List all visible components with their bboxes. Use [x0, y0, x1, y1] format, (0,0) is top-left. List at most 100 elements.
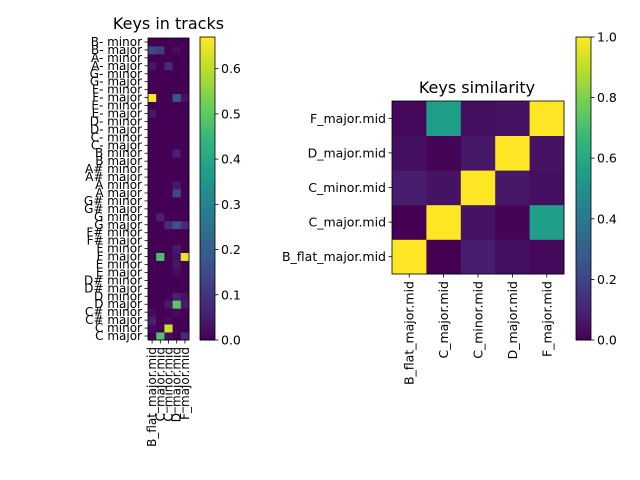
colorbar-segment: [576, 198, 591, 202]
colorbar-segment: [576, 163, 591, 167]
x-tick-label: C_major.mid: [153, 347, 167, 421]
colorbar-segment: [200, 37, 215, 41]
colorbar-segment: [200, 59, 215, 63]
colorbar-segment: [576, 297, 591, 301]
heatmap-cell: [172, 220, 182, 230]
colorbar-segment: [200, 178, 215, 182]
colorbar-tick-label: 0.4: [221, 152, 241, 167]
y-tick-label: C# major: [85, 313, 142, 327]
heatmap-cell: [164, 149, 173, 158]
y-tick-label: B_flat_major.mid: [282, 249, 386, 264]
colorbar-segment: [576, 173, 591, 177]
colorbar-segment: [576, 59, 591, 63]
colorbar-frame: [575, 36, 592, 341]
colorbar-segment: [200, 211, 215, 215]
colorbar-segment: [200, 95, 215, 99]
heatmap-cell: [172, 292, 182, 301]
colorbar-segment: [576, 148, 591, 152]
colorbar-segment: [576, 206, 591, 210]
colorbar-segment: [576, 286, 591, 290]
colorbar-segment: [576, 92, 591, 96]
colorbar-segment: [576, 145, 591, 149]
colorbar-segment: [576, 155, 591, 159]
y-tick-label: C_minor.mid: [308, 180, 386, 195]
heatmap-cell: [156, 189, 165, 198]
heatmap-cell: [148, 292, 157, 301]
heatmap-cell: [172, 38, 182, 47]
colorbar-segment: [200, 297, 215, 301]
colorbar-segment: [576, 251, 591, 255]
y-tick-label: G# major: [84, 202, 142, 216]
colorbar-segment: [576, 49, 591, 53]
colorbar-segment: [200, 337, 215, 341]
heatmap-cell: [148, 332, 157, 341]
heatmap-cell: [172, 45, 182, 55]
heatmap-cell: [495, 204, 530, 240]
colorbar-segment: [200, 302, 215, 306]
heatmap-cell: [392, 101, 427, 136]
colorbar-segment: [200, 107, 215, 111]
colorbar-tick-label: 0.3: [221, 197, 241, 212]
heatmap-cell: [148, 284, 157, 293]
colorbar-segment: [576, 117, 591, 121]
heatmap-cell: [180, 38, 190, 47]
heatmap-cell: [180, 85, 190, 95]
colorbar-segment: [200, 110, 215, 114]
colorbar-segment: [576, 160, 591, 164]
colorbar-segment: [576, 100, 591, 104]
heatmap-cell: [148, 38, 157, 47]
heatmap-cell: [164, 196, 173, 206]
heatmap-cell: [156, 133, 165, 142]
colorbar-segment: [200, 49, 215, 53]
heatmap-cell: [172, 332, 182, 341]
heatmap-cell: [148, 85, 157, 95]
heatmap-cell: [148, 204, 157, 214]
colorbar-segment: [576, 284, 591, 288]
heatmap-cell: [164, 181, 173, 190]
heatmap-cell: [164, 53, 173, 63]
heatmap-cell: [164, 284, 173, 293]
heatmap-cell: [495, 101, 530, 136]
colorbar-segment: [200, 127, 215, 131]
heatmap-cell: [172, 204, 182, 214]
heatmap-cell: [156, 244, 165, 253]
heatmap-cell: [164, 300, 173, 309]
colorbar-segment: [576, 178, 591, 182]
colorbar-segment: [576, 292, 591, 296]
heatmap-cell: [172, 85, 182, 95]
heatmap-cell: [156, 141, 165, 150]
heatmap-cell: [148, 276, 157, 285]
keys-similarity-chart: Keys similarity B_flat_major.mid C_major.…: [282, 78, 565, 385]
heatmap-cell: [148, 324, 157, 333]
heatmap-cell: [172, 69, 182, 79]
colorbar-segment: [576, 69, 591, 73]
heatmap-cell: [164, 228, 173, 238]
heatmap-cell: [172, 324, 182, 333]
heatmap-cell: [164, 45, 173, 55]
y-tick-label: E- minor: [91, 99, 142, 113]
y-tick-label: B minor: [95, 146, 142, 160]
heatmap-cell: [172, 157, 182, 166]
heatmap-cell: [148, 260, 157, 269]
y-tick-label: F# minor: [86, 226, 142, 240]
heatmap-cell: [164, 332, 173, 341]
colorbar-segment: [200, 332, 215, 336]
colorbar-tick-label: 0.8: [597, 90, 617, 105]
heatmap-cell: [148, 53, 157, 63]
heatmap-cell: [156, 173, 165, 182]
y-tick-label: F minor: [96, 242, 142, 256]
colorbar-segment: [200, 57, 215, 61]
y-tick-label: C- minor: [91, 130, 142, 144]
heatmap-cell: [172, 109, 182, 118]
colorbar-segment: [576, 309, 591, 313]
colorbar-segment: [576, 42, 591, 46]
colorbar-segment: [576, 337, 591, 341]
heatmap-cell: [172, 117, 182, 126]
heatmap-cell: [426, 239, 462, 275]
heatmap-cell: [180, 109, 190, 118]
colorbar-segment: [200, 304, 215, 308]
heatmap-cell: [156, 300, 165, 309]
heatmap-cell: [164, 85, 173, 95]
heatmap-cell: [164, 252, 173, 261]
heatmap-cell: [164, 260, 173, 269]
